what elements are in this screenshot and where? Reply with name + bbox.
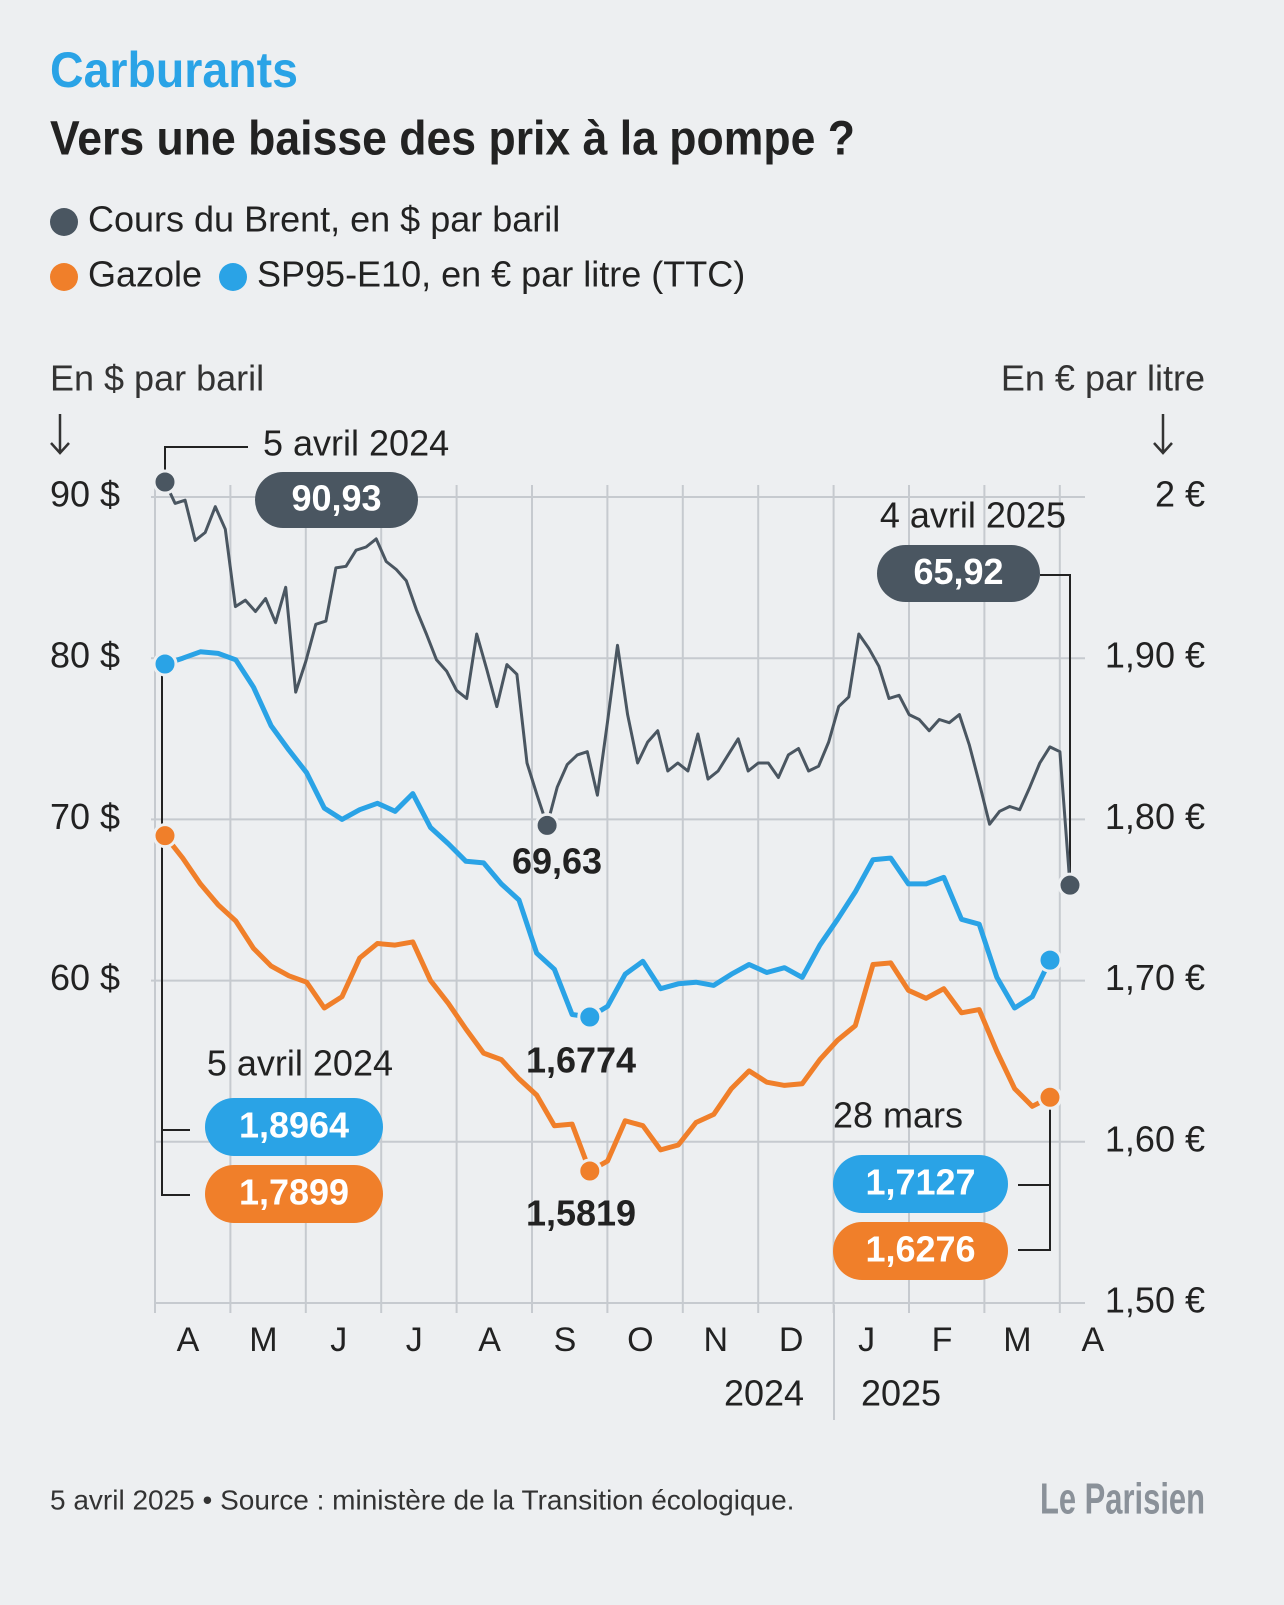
- annotation: 28 mars: [833, 1095, 963, 1136]
- x-tick-label: J: [858, 1321, 875, 1359]
- year-label: 2025: [861, 1373, 941, 1414]
- x-tick-label: J: [406, 1321, 423, 1359]
- y-axis-title: En $ par baril: [50, 358, 264, 399]
- y2-tick-label: 1,50 €: [1105, 1280, 1205, 1321]
- highlight-point: [577, 1004, 603, 1030]
- y2-tick-label: 1,70 €: [1105, 957, 1205, 998]
- legend-swatch: [50, 208, 78, 236]
- highlight-point: [534, 812, 560, 838]
- y2-axis-title: En € par litre: [1001, 358, 1205, 399]
- annotation: 4 avril 2025: [880, 495, 1066, 536]
- supertitle: Carburants: [50, 42, 298, 98]
- highlight-point: [152, 469, 178, 495]
- x-tick-label: F: [932, 1321, 953, 1359]
- x-tick-label: A: [177, 1321, 200, 1359]
- label-pill: [833, 1155, 1008, 1213]
- series-line: [163, 481, 1072, 886]
- x-tick-label: D: [779, 1321, 804, 1359]
- connector: [1040, 574, 1071, 878]
- y-tick-label: 70 $: [50, 796, 120, 837]
- legend-label: SP95-E10, en € par litre (TTC): [257, 254, 745, 295]
- legend-label: Gazole: [88, 254, 202, 295]
- legend-label: Cours du Brent, en $ par baril: [88, 199, 560, 240]
- x-tick-label: M: [1003, 1321, 1031, 1359]
- label-pill: [833, 1222, 1008, 1280]
- y2-tick-label: 1,60 €: [1105, 1118, 1205, 1159]
- annotation: 5 avril 2024: [263, 423, 449, 464]
- axis-arrows: [50, 414, 1173, 455]
- legend-swatch: [50, 263, 78, 291]
- highlight-point: [1037, 947, 1063, 973]
- y-tick-label: 90 $: [50, 474, 120, 515]
- y2-tick-label: 1,80 €: [1105, 796, 1205, 837]
- data-label: 1,6276: [865, 1229, 975, 1270]
- x-tick-label: A: [478, 1321, 501, 1359]
- data-label: 69,63: [512, 841, 602, 882]
- x-tick-label: S: [554, 1321, 577, 1359]
- x-tick-label: J: [330, 1321, 347, 1359]
- x-tick-label: M: [249, 1321, 277, 1359]
- highlight-point: [152, 823, 178, 849]
- data-label: 1,6774: [526, 1040, 636, 1081]
- y-tick-label: 80 $: [50, 635, 120, 676]
- data-label: 65,92: [913, 551, 1003, 592]
- highlight-point: [577, 1158, 603, 1184]
- legend-swatch: [219, 263, 247, 291]
- footer: 5 avril 2025 • Source : ministère de la …: [50, 1484, 794, 1515]
- y2-tick-label: 1,90 €: [1105, 635, 1205, 676]
- label-pill: [205, 1098, 383, 1156]
- label-pill: [255, 472, 418, 528]
- x-tick-label: N: [704, 1321, 729, 1359]
- data-label: 1,5819: [526, 1193, 636, 1234]
- data-label: 1,7127: [865, 1162, 975, 1203]
- label-pill: [205, 1165, 383, 1223]
- data-label: 90,93: [291, 478, 381, 519]
- year-label: 2024: [724, 1373, 804, 1414]
- annotation: 5 avril 2024: [207, 1043, 393, 1084]
- series-line: [163, 834, 1052, 1174]
- series-line: [164, 649, 1053, 1020]
- connector: [1018, 1100, 1051, 1251]
- y-tick-label: 60 $: [50, 957, 120, 998]
- data-label: 1,7899: [239, 1172, 349, 1213]
- arrow: [50, 414, 70, 455]
- highlight-point: [1057, 872, 1083, 898]
- logo: Le Parisien: [1040, 1475, 1205, 1524]
- x-tick-label: A: [1081, 1321, 1104, 1359]
- highlight-point: [1037, 1084, 1063, 1110]
- chart-title: Vers une baisse des prix à la pompe ?: [50, 113, 855, 166]
- y2-tick-label: 2 €: [1155, 474, 1205, 515]
- arrow: [1153, 414, 1173, 455]
- data-label: 1,8964: [239, 1105, 349, 1146]
- x-tick-label: O: [627, 1321, 653, 1359]
- highlight-point: [152, 651, 178, 677]
- label-pill: [877, 545, 1040, 602]
